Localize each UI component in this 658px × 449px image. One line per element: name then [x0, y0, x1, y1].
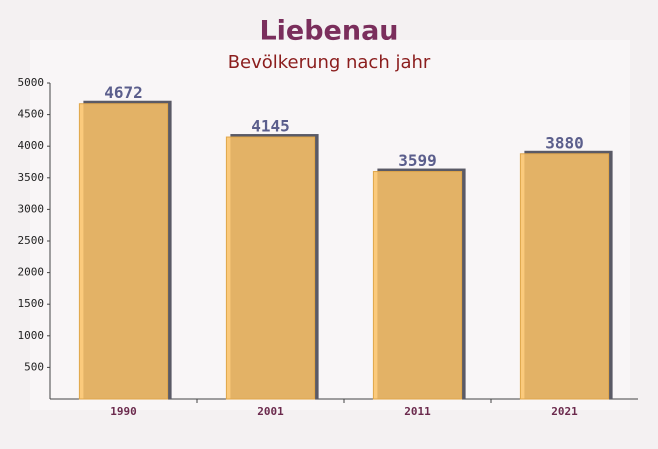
y-tick-label: 1500	[18, 297, 45, 310]
chart-title: Liebenau	[259, 16, 398, 47]
y-tick-label: 4000	[18, 139, 45, 152]
bar	[225, 136, 316, 400]
x-tick-label: 2001	[257, 405, 284, 418]
chart-subtitle: Bevölkerung nach jahr	[228, 52, 431, 73]
y-tick-label: 2500	[18, 234, 45, 247]
value-label: 4672	[104, 83, 143, 102]
value-label: 3599	[398, 151, 437, 170]
y-tick-label: 1000	[18, 329, 45, 342]
bar	[78, 103, 169, 400]
value-label: 3880	[545, 133, 584, 152]
value-label: 4145	[251, 117, 290, 136]
x-tick-label: 1990	[110, 405, 137, 418]
bar	[519, 153, 610, 400]
y-tick-label: 3000	[18, 202, 45, 215]
y-tick-label: 5000	[18, 76, 45, 89]
y-tick-label: 4500	[18, 108, 45, 121]
x-tick-label: 2021	[551, 405, 578, 418]
y-tick-label: 500	[24, 360, 44, 373]
y-tick-label: 3500	[18, 171, 45, 184]
y-tick-label: 2000	[18, 266, 45, 279]
x-tick-label: 2011	[404, 405, 431, 418]
bar	[372, 171, 463, 400]
